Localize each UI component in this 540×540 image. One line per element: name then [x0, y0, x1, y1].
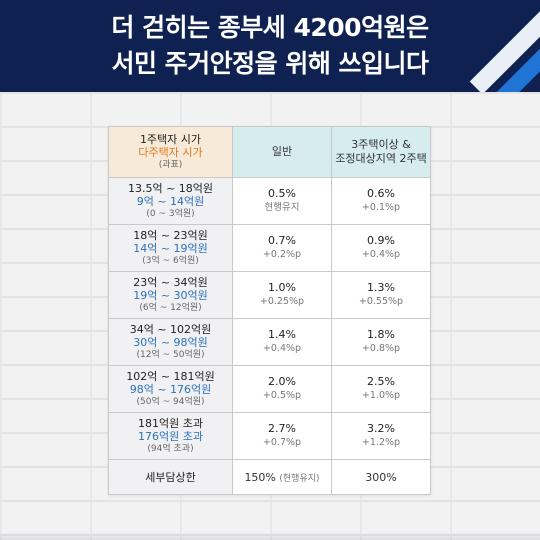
tax-base: (50억 ~ 94억원)	[136, 396, 205, 407]
general-rate-cell: 1.0% +0.25%p	[232, 271, 332, 319]
row-criteria: 13.5억 ~ 18억원 9억 ~ 14억원 (0 ~ 3억원)	[108, 177, 233, 225]
row-criteria: 102억 ~ 181억원 98억 ~ 176억원 (50억 ~ 94억원)	[108, 365, 233, 413]
general-rate-change: +0.2%p	[262, 249, 302, 260]
multi-rate-cell: 0.9% +0.4%p	[331, 224, 431, 272]
row-criteria: 18억 ~ 23억원 14억 ~ 19억원 (3억 ~ 6억원)	[108, 224, 233, 272]
table-row: 13.5억 ~ 18억원 9억 ~ 14억원 (0 ~ 3억원) 0.5% 현행…	[108, 177, 431, 225]
multi-rate: 3.2%	[367, 422, 395, 435]
table-row: 18억 ~ 23억원 14억 ~ 19억원 (3억 ~ 6억원) 0.7% +0…	[108, 224, 431, 272]
tax-base: (0 ~ 3억원)	[146, 208, 195, 219]
header-multi-line-1: 3주택이상 &	[351, 138, 411, 151]
general-rate-cell: 2.0% +0.5%p	[232, 365, 332, 413]
tax-base: (12억 ~ 50억원)	[136, 349, 205, 360]
general-rate-cell: 1.4% +0.4%p	[232, 318, 332, 366]
multi-rate: 0.9%	[367, 234, 395, 247]
multi-home-price: 98억 ~ 176억원	[129, 382, 212, 396]
tax-burden-cap-general-note: (현행유지)	[279, 473, 320, 484]
multi-rate-cell: 1.8% +0.8%p	[331, 318, 431, 366]
table-row: 23억 ~ 34억원 19억 ~ 30억원 (6억 ~ 12억원) 1.0% +…	[108, 271, 431, 319]
bottom-edge	[0, 532, 540, 540]
multi-rate-change: +1.0%p	[361, 390, 401, 401]
header-criteria-line-3: (과표)	[158, 159, 183, 170]
general-rate: 2.0%	[268, 375, 296, 388]
multi-rate-change: +0.8%p	[361, 343, 401, 354]
multi-rate-cell: 2.5% +1.0%p	[331, 365, 431, 413]
header-criteria: 1주택자 시가 다주택자 시가 (과표)	[108, 126, 233, 178]
general-rate: 2.7%	[268, 422, 296, 435]
multi-rate: 1.8%	[367, 328, 395, 341]
multi-rate-cell: 0.6% +0.1%p	[331, 177, 431, 225]
tax-burden-cap-label: 세부담상한	[108, 459, 233, 495]
tax-base: (3억 ~ 6억원)	[142, 255, 199, 266]
multi-rate-change: +0.55%p	[358, 296, 404, 307]
multi-home-price: 14억 ~ 19억원	[133, 241, 208, 255]
headline: 더 걷히는 종부세 4200억원은 서민 주거안정을 위해 쓰입니다	[0, 10, 540, 82]
tax-rate-table: 1주택자 시가 다주택자 시가 (과표) 일반 3주택이상 & 조정대상지역 2…	[108, 126, 431, 495]
header-general: 일반	[232, 126, 332, 178]
tax-burden-cap-general-value: 150%	[244, 470, 276, 484]
single-home-price: 13.5억 ~ 18억원	[127, 181, 214, 195]
general-rate-change: 현행유지	[264, 202, 300, 213]
single-home-price: 181억원 초과	[138, 416, 203, 430]
header-criteria-line-1: 1주택자 시가	[139, 132, 202, 146]
multi-rate-change: +0.1%p	[361, 202, 401, 213]
table-row: 181억원 초과 176억원 초과 (94억 초과) 2.7% +0.7%p 3…	[108, 412, 431, 460]
headline-line-2: 서민 주거안정을 위해 쓰입니다	[111, 49, 429, 78]
general-rate-cell: 0.5% 현행유지	[232, 177, 332, 225]
multi-home-price: 30억 ~ 98억원	[133, 335, 208, 349]
header-criteria-line-2: 다주택자 시가	[138, 145, 203, 159]
multi-rate-cell: 1.3% +0.55%p	[331, 271, 431, 319]
general-rate: 0.7%	[268, 234, 296, 247]
multi-home-price: 9억 ~ 14억원	[136, 194, 205, 208]
table-row: 34억 ~ 102억원 30억 ~ 98억원 (12억 ~ 50억원) 1.4%…	[108, 318, 431, 366]
headline-line-1: 더 걷히는 종부세 4200억원은	[111, 13, 429, 42]
single-home-price: 34억 ~ 102억원	[129, 322, 212, 336]
multi-rate-change: +1.2%p	[361, 437, 401, 448]
general-rate-change: +0.5%p	[262, 390, 302, 401]
tax-base: (94억 초과)	[147, 443, 194, 454]
table-header-row: 1주택자 시가 다주택자 시가 (과표) 일반 3주택이상 & 조정대상지역 2…	[108, 126, 431, 178]
multi-rate: 0.6%	[367, 187, 395, 200]
single-home-price: 102억 ~ 181억원	[126, 369, 215, 383]
headline-banner: 더 걷히는 종부세 4200억원은 서민 주거안정을 위해 쓰입니다	[0, 0, 540, 92]
general-rate-change: +0.4%p	[262, 343, 302, 354]
general-rate-cell: 0.7% +0.2%p	[232, 224, 332, 272]
row-criteria: 23억 ~ 34억원 19억 ~ 30억원 (6억 ~ 12억원)	[108, 271, 233, 319]
header-multi-home: 3주택이상 & 조정대상지역 2주택	[331, 126, 431, 178]
single-home-price: 23억 ~ 34억원	[133, 275, 208, 289]
header-multi-line-2: 조정대상지역 2주택	[335, 152, 427, 165]
multi-home-price: 19억 ~ 30억원	[133, 288, 208, 302]
tax-burden-cap-general: 150% (현행유지)	[232, 459, 332, 495]
table-row: 102억 ~ 181억원 98억 ~ 176억원 (50억 ~ 94억원) 2.…	[108, 365, 431, 413]
general-rate-change: +0.25%p	[259, 296, 305, 307]
single-home-price: 18억 ~ 23억원	[133, 228, 208, 242]
row-criteria: 34억 ~ 102억원 30억 ~ 98억원 (12억 ~ 50억원)	[108, 318, 233, 366]
multi-rate: 2.5%	[367, 375, 395, 388]
multi-home-price: 176억원 초과	[138, 429, 203, 443]
general-rate: 1.0%	[268, 281, 296, 294]
general-rate: 0.5%	[268, 187, 296, 200]
tax-burden-cap-row: 세부담상한 150% (현행유지) 300%	[108, 459, 431, 495]
general-rate: 1.4%	[268, 328, 296, 341]
general-rate-change: +0.7%p	[262, 437, 302, 448]
row-criteria: 181억원 초과 176억원 초과 (94억 초과)	[108, 412, 233, 460]
general-rate-cell: 2.7% +0.7%p	[232, 412, 332, 460]
multi-rate: 1.3%	[367, 281, 395, 294]
tax-burden-cap-multi: 300%	[331, 459, 431, 495]
multi-rate-change: +0.4%p	[361, 249, 401, 260]
multi-rate-cell: 3.2% +1.2%p	[331, 412, 431, 460]
tax-base: (6억 ~ 12억원)	[139, 302, 202, 313]
